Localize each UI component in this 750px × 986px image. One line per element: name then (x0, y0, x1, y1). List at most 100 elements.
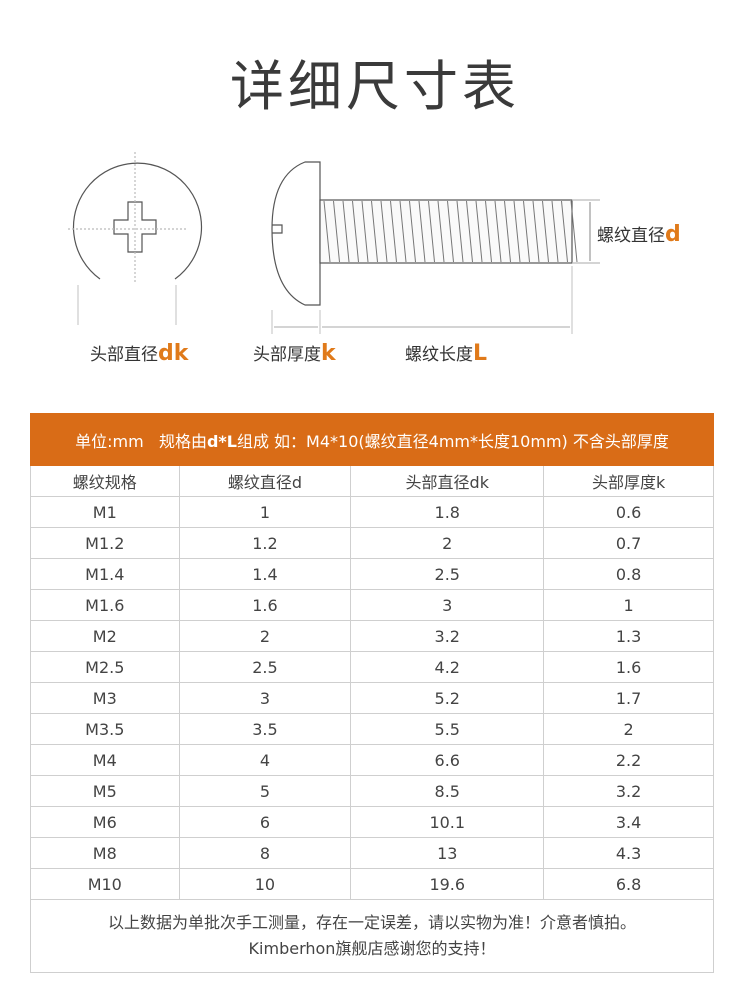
table-cell: 19.6 (350, 868, 545, 900)
table-cell: 0.7 (543, 527, 714, 559)
table-footer: 以上数据为单批次手工测量，存在一定误差，请以实物为准！介意者慎拍。 Kimber… (30, 899, 714, 973)
thread-line (551, 200, 559, 263)
table-cell: 8.5 (350, 775, 545, 807)
table-cell: 3.4 (543, 806, 714, 838)
thread-line (447, 200, 454, 263)
thread-length-text: 螺纹长度 (405, 345, 473, 365)
column-header: 螺纹直径d (178, 465, 352, 497)
table-cell: 5 (178, 775, 352, 807)
head-thickness-text: 头部厚度 (253, 345, 321, 365)
table-cell: M2 (30, 620, 180, 652)
thread-line (523, 200, 530, 263)
table-cell: M3 (30, 682, 180, 714)
thread-line (380, 200, 388, 263)
table-cell: 6.6 (350, 744, 545, 776)
table-cell: 6 (178, 806, 352, 838)
size-table: 单位:mm 规格由d*L组成 如：M4*10(螺纹直径4mm*长度10mm) 不… (30, 413, 714, 973)
head-thickness-symbol: k (321, 341, 336, 366)
head-diameter-symbol: dk (158, 341, 189, 366)
table-row: M2.5 2.5 4.2 1.6 (30, 651, 714, 683)
table-cell: 1.7 (543, 682, 714, 714)
page-title: 详细尺寸表 (230, 55, 520, 118)
table-cell: 4 (178, 744, 352, 776)
thread-line (532, 200, 540, 263)
table-row: M6 6 10.1 3.4 (30, 806, 714, 838)
table-cell: 3 (350, 589, 545, 621)
note-prefix: 单位:mm 规格由 (75, 431, 207, 451)
thread-line (428, 200, 435, 263)
table-cell: 2 (178, 620, 352, 652)
table-cell: M1.2 (30, 527, 180, 559)
table-cell: 3.2 (543, 775, 714, 807)
table-cell: 10.1 (350, 806, 545, 838)
table-cell: 1.4 (178, 558, 352, 590)
table-cell: 2.5 (178, 651, 352, 683)
table-row: M1 1 1.8 0.6 (30, 496, 714, 528)
table-cell: M1.4 (30, 558, 180, 590)
thread-line (390, 200, 397, 263)
thread-line (409, 200, 416, 263)
column-header: 头部直径dk (350, 465, 545, 497)
table-cell: M4 (30, 744, 180, 776)
table-cell: 2 (543, 713, 714, 745)
table-cell: 1.6 (543, 651, 714, 683)
table-cell: 4.2 (350, 651, 545, 683)
thread-line (418, 200, 426, 263)
table-cell: 1 (178, 496, 352, 528)
thread-line (513, 200, 521, 263)
screw-top-view (68, 152, 203, 325)
table-cell: 1.3 (543, 620, 714, 652)
table-cell: 2.5 (350, 558, 545, 590)
thread-diameter-text: 螺纹直径 (597, 226, 665, 246)
note-bold: d*L (206, 431, 237, 451)
table-cell: M8 (30, 837, 180, 869)
table-cell: 4.3 (543, 837, 714, 869)
table-row: M1.6 1.6 3 1 (30, 589, 714, 621)
table-footer-row: 以上数据为单批次手工测量，存在一定误差，请以实物为准！介意者慎拍。 Kimber… (30, 899, 714, 973)
table-cell: 5.2 (350, 682, 545, 714)
screw-diagram (68, 152, 600, 334)
table-row: M10 10 19.6 6.8 (30, 868, 714, 900)
thread-line (323, 200, 331, 263)
thread-line (342, 200, 350, 263)
thread-diameter-label: 螺纹直径d (597, 221, 681, 247)
thread-line (504, 200, 511, 263)
screw-side-view (271, 161, 600, 334)
table-cell: M5 (30, 775, 180, 807)
head-diameter-label: 头部直径dk (90, 340, 188, 366)
table-note-row: 单位:mm 规格由d*L组成 如：M4*10(螺纹直径4mm*长度10mm) 不… (30, 413, 714, 466)
table-cell: 0.6 (543, 496, 714, 528)
table-cell: M10 (30, 868, 180, 900)
column-header: 头部厚度k (543, 465, 714, 497)
table-row: M1.4 1.4 2.5 0.8 (30, 558, 714, 590)
table-cell: M3.5 (30, 713, 180, 745)
note-suffix: 组成 如：M4*10(螺纹直径4mm*长度10mm) 不含头部厚度 (236, 431, 669, 451)
table-row: M8 8 13 4.3 (30, 837, 714, 869)
table-cell: 0.8 (543, 558, 714, 590)
table-cell: M1 (30, 496, 180, 528)
thread-diameter-symbol: d (665, 222, 681, 247)
thread-line (542, 200, 549, 263)
thread-line (399, 200, 407, 263)
column-header: 螺纹规格 (30, 465, 180, 497)
table-cell: 13 (350, 837, 545, 869)
thread-line (466, 200, 473, 263)
thread-length-label: 螺纹长度L (405, 340, 487, 366)
thread-line (456, 200, 464, 263)
table-header-row: 螺纹规格 螺纹直径d 头部直径dk 头部厚度k (30, 465, 714, 497)
table-cell: M6 (30, 806, 180, 838)
head-diameter-text: 头部直径 (90, 345, 158, 365)
table-cell: 1.8 (350, 496, 545, 528)
table-cell: M1.6 (30, 589, 180, 621)
table-row: M1.2 1.2 2 0.7 (30, 527, 714, 559)
table-cell: 1.2 (178, 527, 352, 559)
table-row: M2 2 3.2 1.3 (30, 620, 714, 652)
thread-line (494, 200, 502, 263)
thread-line (361, 200, 369, 263)
table-cell: 2.2 (543, 744, 714, 776)
thread-line (371, 200, 378, 263)
table-cell: 6.8 (543, 868, 714, 900)
table-cell: 3 (178, 682, 352, 714)
table-cell: 1.6 (178, 589, 352, 621)
table-cell: 8 (178, 837, 352, 869)
